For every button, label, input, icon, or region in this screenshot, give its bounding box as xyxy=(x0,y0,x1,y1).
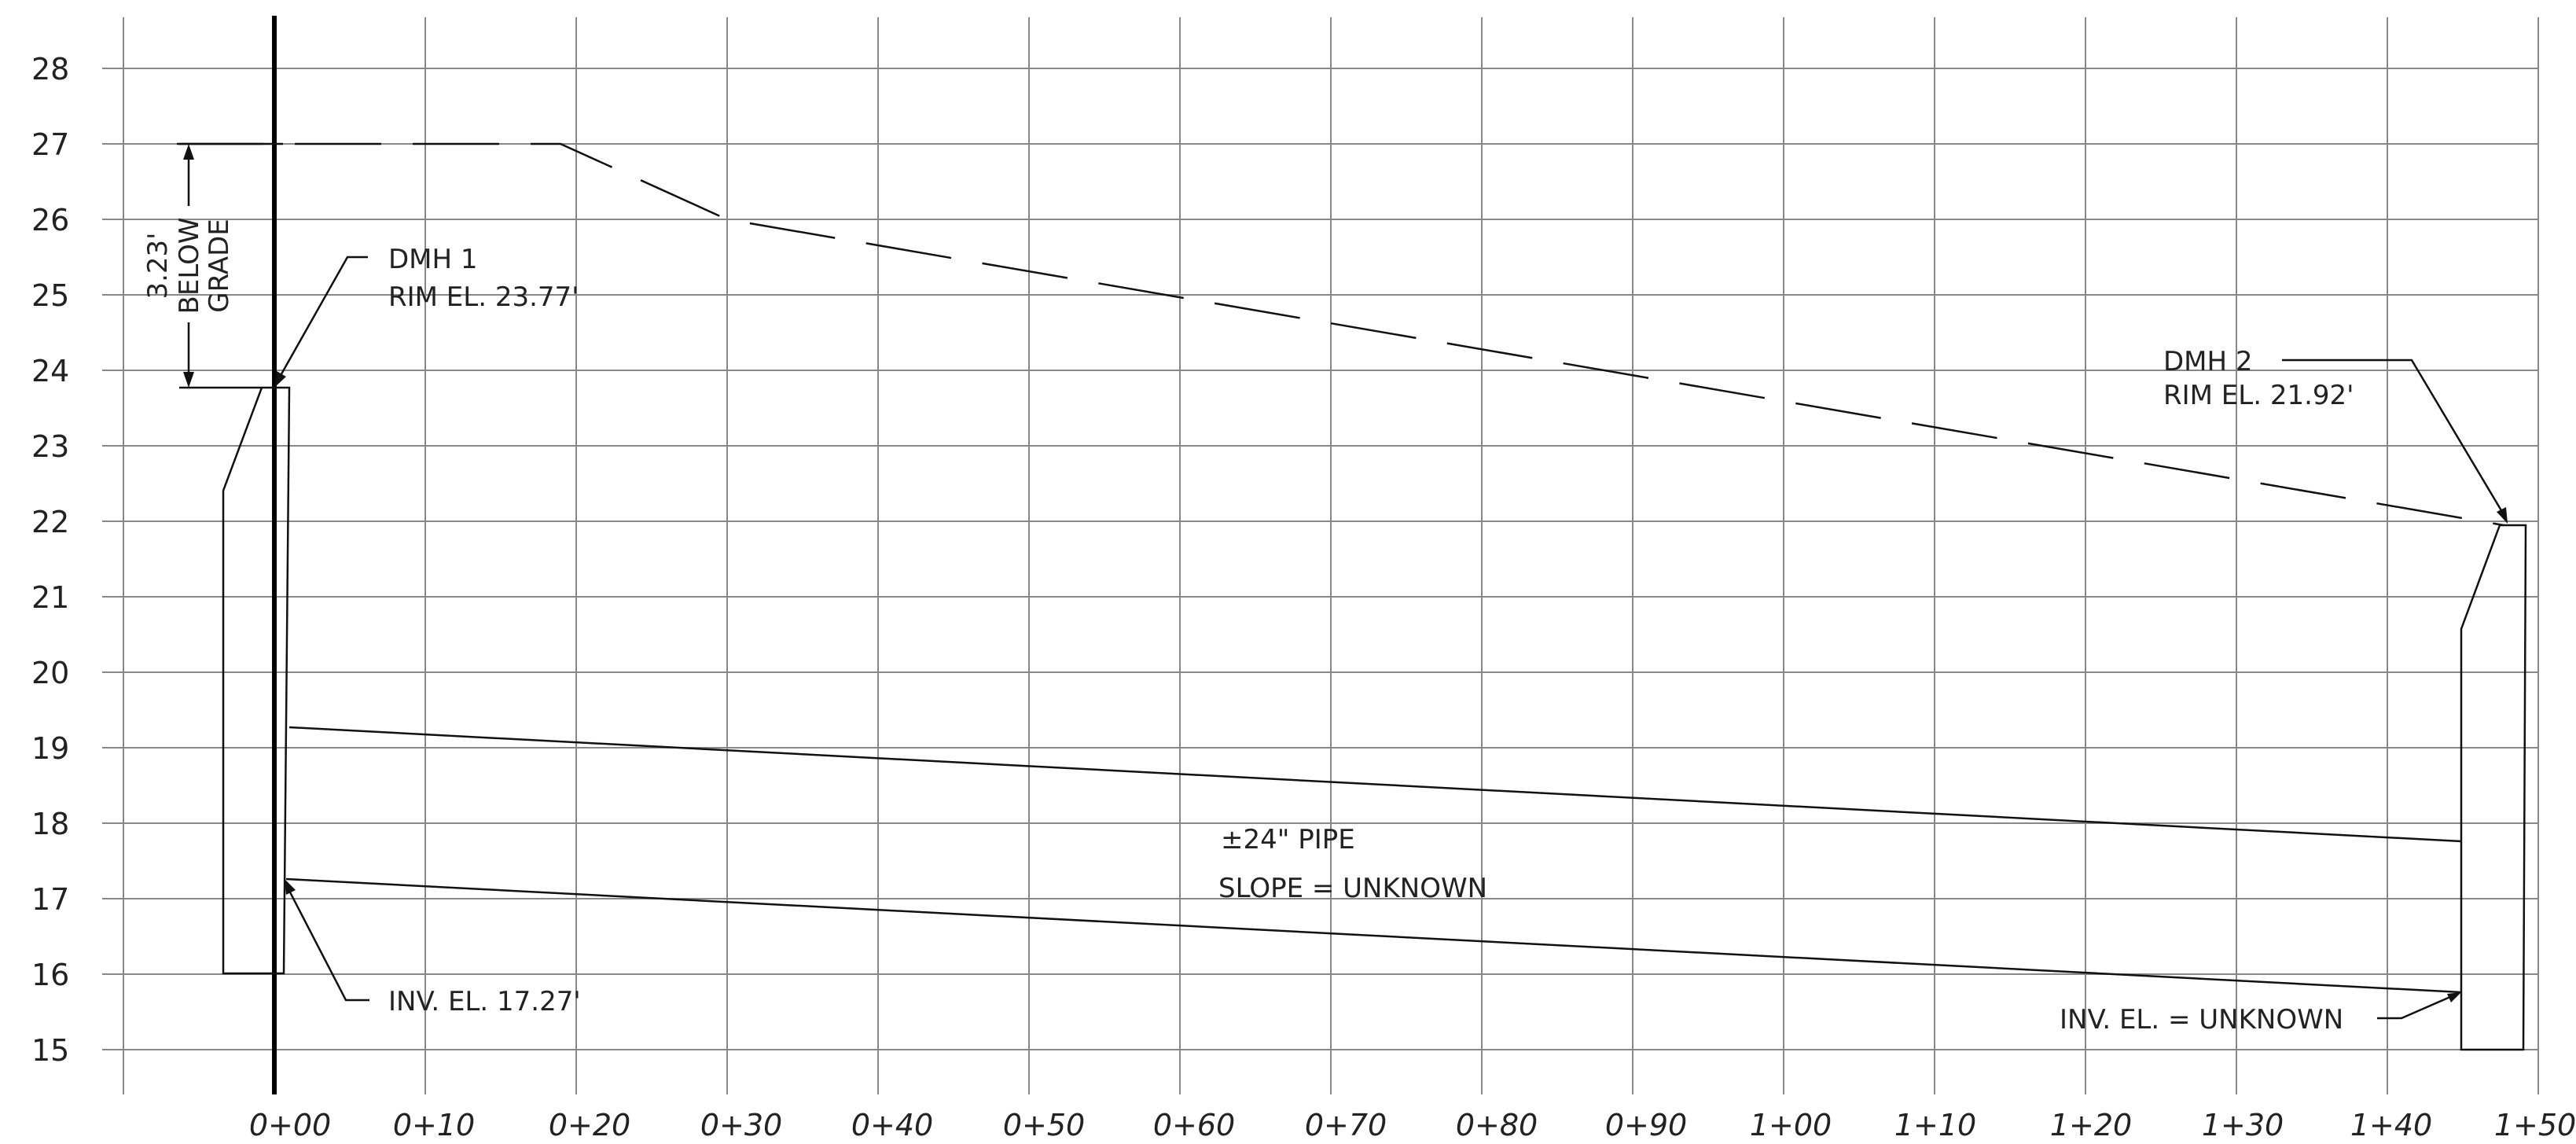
dmh-1-outline xyxy=(222,386,291,975)
depth-value-label: 3.23' xyxy=(142,232,174,299)
invert-1-leader-line xyxy=(286,887,369,1002)
x-tick-label: 1+10 xyxy=(1894,1108,1976,1142)
x-tick-label: 0+40 xyxy=(851,1108,933,1142)
y-tick-label: 19 xyxy=(31,731,69,766)
y-tick-label: 27 xyxy=(31,127,69,162)
profile-grid xyxy=(102,16,2539,1094)
pipe-crown-line xyxy=(288,726,2462,843)
y-tick-label: 28 xyxy=(31,52,69,86)
y-tick-label: 16 xyxy=(31,958,69,992)
depth-dimension: 3.23' BELOW GRADE xyxy=(142,142,283,389)
dmh-1-leader-arrow-icon xyxy=(275,371,286,387)
dmh-1-callout: DMH 1 RIM EL. 23.77' xyxy=(275,244,579,387)
y-tick-label: 22 xyxy=(31,505,69,539)
y-tick-label: 21 xyxy=(31,580,69,615)
invert-1-leader-arrow-icon xyxy=(285,879,296,895)
x-tick-label: 0+60 xyxy=(1153,1108,1235,1142)
x-tick-label: 0+80 xyxy=(1456,1108,1538,1142)
y-tick-label: 20 xyxy=(31,656,69,690)
x-tick-label: 0+70 xyxy=(1305,1108,1387,1142)
pipe xyxy=(285,726,2462,994)
pipe-invert-line xyxy=(285,877,2462,994)
x-tick-label: 0+90 xyxy=(1605,1108,1687,1142)
y-tick-label: 26 xyxy=(31,203,69,237)
dmh-1-rim-label: RIM EL. 23.77' xyxy=(388,281,579,313)
x-tick-label: 1+40 xyxy=(2350,1108,2432,1142)
y-tick-label: 15 xyxy=(31,1033,69,1068)
y-tick-label: 24 xyxy=(31,354,69,388)
x-tick-label: 0+00 xyxy=(249,1108,331,1142)
depth-grade-label: GRADE xyxy=(204,219,235,313)
x-tick-label: 1+00 xyxy=(1750,1108,1832,1142)
pipe-size-label: ±24" PIPE xyxy=(1221,824,1355,855)
dmh-2-leader-arrow-icon xyxy=(2497,507,2508,524)
dimension-arrow-up-icon xyxy=(183,144,194,160)
depth-below-label: BELOW xyxy=(174,218,205,315)
dmh-2-structure xyxy=(2460,524,2527,1051)
x-tick-label: 0+50 xyxy=(1003,1108,1085,1142)
x-axis-labels: 0+00 0+10 0+20 0+30 0+40 0+50 0+60 0+70 … xyxy=(249,1108,2576,1142)
x-tick-label: 0+10 xyxy=(393,1108,475,1142)
dmh-2-leader-line xyxy=(2282,359,2506,517)
invert-2-leader-arrow-icon xyxy=(2447,992,2461,1002)
y-axis-labels: 28 27 26 25 24 23 22 21 20 19 18 17 16 1… xyxy=(31,52,69,1068)
dmh-2-name-label: DMH 2 xyxy=(2163,346,2253,377)
pipe-notes: ±24" PIPE SLOPE = UNKNOWN xyxy=(1218,824,1487,904)
dmh-1-structure xyxy=(222,386,291,975)
y-tick-label: 23 xyxy=(31,429,69,464)
y-tick-label: 25 xyxy=(31,278,69,313)
x-tick-label: 1+50 xyxy=(2494,1108,2576,1142)
x-tick-label: 1+20 xyxy=(2050,1108,2132,1142)
y-tick-label: 17 xyxy=(31,882,69,917)
y-tick-label: 18 xyxy=(31,807,69,841)
dmh-2-callout: DMH 2 RIM EL. 21.92' xyxy=(2163,346,2508,524)
invert-2-leader-line xyxy=(2377,992,2458,1020)
dmh-2-rim-label: RIM EL. 21.92' xyxy=(2163,380,2354,411)
x-tick-label: 0+20 xyxy=(549,1108,630,1142)
invert-1-callout: INV. EL. 17.27' xyxy=(285,879,581,1017)
invert-1-label: INV. EL. 17.27' xyxy=(388,986,581,1017)
existing-grade xyxy=(177,142,2504,527)
pipe-slope-label: SLOPE = UNKNOWN xyxy=(1218,873,1487,904)
invert-2-label: INV. EL. = UNKNOWN xyxy=(2060,1004,2343,1035)
existing-grade-line xyxy=(177,142,2504,527)
dmh-1-name-label: DMH 1 xyxy=(388,244,478,275)
invert-2-callout: INV. EL. = UNKNOWN xyxy=(2060,992,2461,1035)
x-tick-label: 1+30 xyxy=(2202,1108,2284,1142)
dmh-2-outline xyxy=(2460,524,2527,1051)
dmh-1-leader-line xyxy=(277,256,368,379)
x-tick-label: 0+30 xyxy=(700,1108,782,1142)
dimension-arrow-down-icon xyxy=(183,372,194,388)
